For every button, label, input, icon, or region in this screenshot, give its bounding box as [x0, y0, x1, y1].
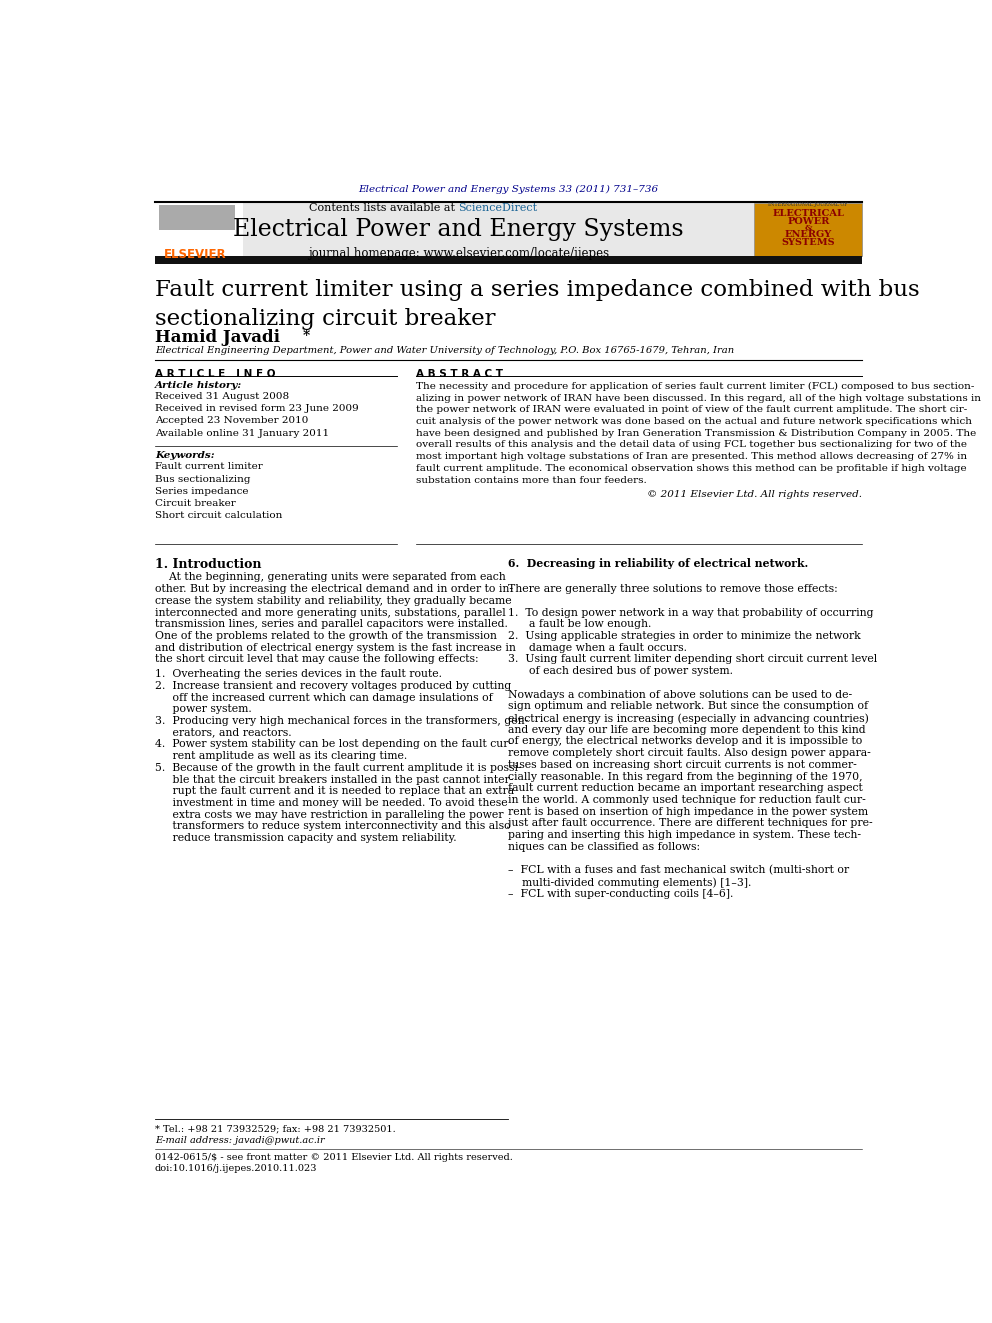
Text: 3.  Using fault current limiter depending short circuit current level: 3. Using fault current limiter depending…: [509, 655, 878, 664]
Text: alizing in power network of IRAN have been discussed. In this regard, all of the: alizing in power network of IRAN have be…: [417, 393, 981, 402]
Text: 1.  Overheating the series devices in the fault route.: 1. Overheating the series devices in the…: [155, 669, 441, 679]
Text: Nowadays a combination of above solutions can be used to de-: Nowadays a combination of above solution…: [509, 689, 852, 700]
Text: 2.  Increase transient and recovery voltages produced by cutting: 2. Increase transient and recovery volta…: [155, 681, 511, 691]
Text: rupt the fault current and it is needed to replace that an extra: rupt the fault current and it is needed …: [155, 786, 514, 796]
Text: Article history:: Article history:: [155, 381, 242, 390]
Text: erators, and reactors.: erators, and reactors.: [155, 728, 292, 738]
Text: At the beginning, generating units were separated from each: At the beginning, generating units were …: [155, 573, 506, 582]
Text: Fault current limiter using a series impedance combined with bus
sectionalizing : Fault current limiter using a series imp…: [155, 279, 920, 329]
Text: ENERGY: ENERGY: [785, 230, 832, 239]
Text: ELSEVIER: ELSEVIER: [164, 249, 226, 262]
Text: Short circuit calculation: Short circuit calculation: [155, 511, 282, 520]
Text: 6.  Decreasing in reliability of electrical network.: 6. Decreasing in reliability of electric…: [509, 558, 808, 569]
Text: power system.: power system.: [155, 704, 252, 714]
Text: electrical energy is increasing (especially in advancing countries): electrical energy is increasing (especia…: [509, 713, 869, 724]
Text: One of the problems related to the growth of the transmission: One of the problems related to the growt…: [155, 631, 497, 640]
Text: 1. Introduction: 1. Introduction: [155, 558, 261, 572]
Text: ELECTRICAL: ELECTRICAL: [773, 209, 844, 218]
Text: cuit analysis of the power network was done based on the actual and future netwo: cuit analysis of the power network was d…: [417, 417, 972, 426]
Text: multi-divided commuting elements) [1–3].: multi-divided commuting elements) [1–3].: [509, 877, 752, 888]
Text: reduce transmission capacity and system reliability.: reduce transmission capacity and system …: [155, 833, 456, 843]
Text: *: *: [304, 329, 310, 343]
Text: and every day our life are becoming more dependent to this kind: and every day our life are becoming more…: [509, 725, 866, 734]
Text: transformers to reduce system interconnectivity and this also: transformers to reduce system interconne…: [155, 822, 510, 831]
Text: Fault current limiter: Fault current limiter: [155, 462, 263, 471]
FancyBboxPatch shape: [243, 202, 755, 255]
Text: fault current amplitude. The economical observation shows this method can be pro: fault current amplitude. The economical …: [417, 464, 967, 472]
Text: a fault be low enough.: a fault be low enough.: [509, 619, 652, 630]
Text: doi:10.1016/j.ijepes.2010.11.023: doi:10.1016/j.ijepes.2010.11.023: [155, 1164, 317, 1174]
Text: The necessity and procedure for application of series fault current limiter (FCL: The necessity and procedure for applicat…: [417, 382, 974, 392]
Text: remove completely short circuit faults. Also design power appara-: remove completely short circuit faults. …: [509, 747, 871, 758]
Text: Keywords:: Keywords:: [155, 451, 214, 460]
Text: Hamid Javadi: Hamid Javadi: [155, 329, 280, 345]
Text: Circuit breaker: Circuit breaker: [155, 499, 235, 508]
Text: A R T I C L E   I N F O: A R T I C L E I N F O: [155, 369, 275, 378]
Text: A B S T R A C T: A B S T R A C T: [417, 369, 503, 378]
Text: just after fault occurrence. There are different techniques for pre-: just after fault occurrence. There are d…: [509, 819, 873, 828]
Text: overall results of this analysis and the detail data of using FCL together bus s: overall results of this analysis and the…: [417, 441, 967, 450]
FancyBboxPatch shape: [155, 202, 243, 255]
Text: Bus sectionalizing: Bus sectionalizing: [155, 475, 250, 484]
Text: transmission lines, series and parallel capacitors were installed.: transmission lines, series and parallel …: [155, 619, 508, 630]
Text: sign optimum and reliable network. But since the consumption of: sign optimum and reliable network. But s…: [509, 701, 869, 712]
Text: journal homepage: www.elsevier.com/locate/ijepes: journal homepage: www.elsevier.com/locat…: [308, 247, 609, 261]
Text: –  FCL with super-conducting coils [4–6].: – FCL with super-conducting coils [4–6].: [509, 889, 734, 898]
Text: ble that the circuit breakers installed in the past cannot inter-: ble that the circuit breakers installed …: [155, 774, 513, 785]
Text: 3.  Producing very high mechanical forces in the transformers, gen-: 3. Producing very high mechanical forces…: [155, 716, 528, 726]
Text: in the world. A commonly used technique for reduction fault cur-: in the world. A commonly used technique …: [509, 795, 866, 804]
Text: 2.  Using applicable strategies in order to minimize the network: 2. Using applicable strategies in order …: [509, 631, 861, 640]
Text: Contents lists available at: Contents lists available at: [309, 202, 458, 213]
Text: POWER: POWER: [787, 217, 829, 226]
Text: niques can be classified as follows:: niques can be classified as follows:: [509, 841, 700, 852]
Text: Available online 31 January 2011: Available online 31 January 2011: [155, 429, 329, 438]
Text: Electrical Power and Energy Systems: Electrical Power and Energy Systems: [233, 218, 683, 241]
Bar: [159, 205, 235, 230]
Text: INTERNATIONAL JOURNAL OF: INTERNATIONAL JOURNAL OF: [769, 201, 848, 206]
Text: have been designed and published by Iran Generation Transmission & Distribution : have been designed and published by Iran…: [417, 429, 976, 438]
Text: 1.  To design power network in a way that probability of occurring: 1. To design power network in a way that…: [509, 607, 874, 618]
Text: rent amplitude as well as its clearing time.: rent amplitude as well as its clearing t…: [155, 751, 407, 761]
Text: Received 31 August 2008: Received 31 August 2008: [155, 392, 289, 401]
Text: off the increased current which can damage insulations of: off the increased current which can dama…: [155, 692, 492, 703]
Text: the power network of IRAN were evaluated in point of view of the fault current a: the power network of IRAN were evaluated…: [417, 405, 967, 414]
Text: Electrical Engineering Department, Power and Water University of Technology, P.O: Electrical Engineering Department, Power…: [155, 347, 734, 355]
Text: and distribution of electrical energy system is the fast increase in: and distribution of electrical energy sy…: [155, 643, 516, 652]
Text: tuses based on increasing short circuit currents is not commer-: tuses based on increasing short circuit …: [509, 759, 857, 770]
Text: the short circuit level that may cause the following effects:: the short circuit level that may cause t…: [155, 655, 478, 664]
Text: E-mail address: javadi@pwut.ac.ir: E-mail address: javadi@pwut.ac.ir: [155, 1135, 324, 1144]
Text: most important high voltage substations of Iran are presented. This method allow: most important high voltage substations …: [417, 452, 967, 462]
Text: crease the system stability and reliability, they gradually became: crease the system stability and reliabil…: [155, 595, 512, 606]
Text: 5.  Because of the growth in the fault current amplitude it is possi-: 5. Because of the growth in the fault cu…: [155, 763, 522, 773]
Text: Received in revised form 23 June 2009: Received in revised form 23 June 2009: [155, 405, 358, 413]
Text: ScienceDirect: ScienceDirect: [458, 202, 538, 213]
Text: of each desired bus of power system.: of each desired bus of power system.: [509, 665, 733, 676]
Text: investment in time and money will be needed. To avoid these: investment in time and money will be nee…: [155, 798, 507, 808]
Bar: [155, 255, 862, 263]
Text: extra costs we may have restriction in paralleling the power: extra costs we may have restriction in p…: [155, 810, 503, 820]
Text: –  FCL with a fuses and fast mechanical switch (multi-short or: – FCL with a fuses and fast mechanical s…: [509, 865, 849, 876]
Text: Electrical Power and Energy Systems 33 (2011) 731–736: Electrical Power and Energy Systems 33 (…: [358, 185, 659, 194]
Text: © 2011 Elsevier Ltd. All rights reserved.: © 2011 Elsevier Ltd. All rights reserved…: [647, 491, 862, 499]
Text: Series impedance: Series impedance: [155, 487, 248, 496]
Text: rent is based on insertion of high impedance in the power system: rent is based on insertion of high imped…: [509, 807, 869, 816]
Text: There are generally three solutions to remove those effects:: There are generally three solutions to r…: [509, 583, 838, 594]
Text: cially reasonable. In this regard from the beginning of the 1970,: cially reasonable. In this regard from t…: [509, 771, 863, 782]
Text: * Tel.: +98 21 73932529; fax: +98 21 73932501.: * Tel.: +98 21 73932529; fax: +98 21 739…: [155, 1125, 396, 1134]
Text: fault current reduction became an important researching aspect: fault current reduction became an import…: [509, 783, 863, 794]
Text: other. But by increasing the electrical demand and in order to in-: other. But by increasing the electrical …: [155, 583, 513, 594]
Text: paring and inserting this high impedance in system. These tech-: paring and inserting this high impedance…: [509, 830, 861, 840]
Text: SYSTEMS: SYSTEMS: [782, 238, 835, 247]
Text: &: &: [805, 224, 812, 232]
Text: 4.  Power system stability can be lost depending on the fault cur-: 4. Power system stability can be lost de…: [155, 740, 512, 749]
Text: of energy, the electrical networks develop and it is impossible to: of energy, the electrical networks devel…: [509, 737, 863, 746]
FancyBboxPatch shape: [755, 202, 862, 255]
Text: interconnected and more generating units, substations, parallel: interconnected and more generating units…: [155, 607, 506, 618]
Text: 0142-0615/$ - see front matter © 2011 Elsevier Ltd. All rights reserved.: 0142-0615/$ - see front matter © 2011 El…: [155, 1154, 513, 1162]
Text: Accepted 23 November 2010: Accepted 23 November 2010: [155, 417, 309, 426]
Text: substation contains more than four feeders.: substation contains more than four feede…: [417, 475, 647, 484]
Text: damage when a fault occurs.: damage when a fault occurs.: [509, 643, 687, 652]
